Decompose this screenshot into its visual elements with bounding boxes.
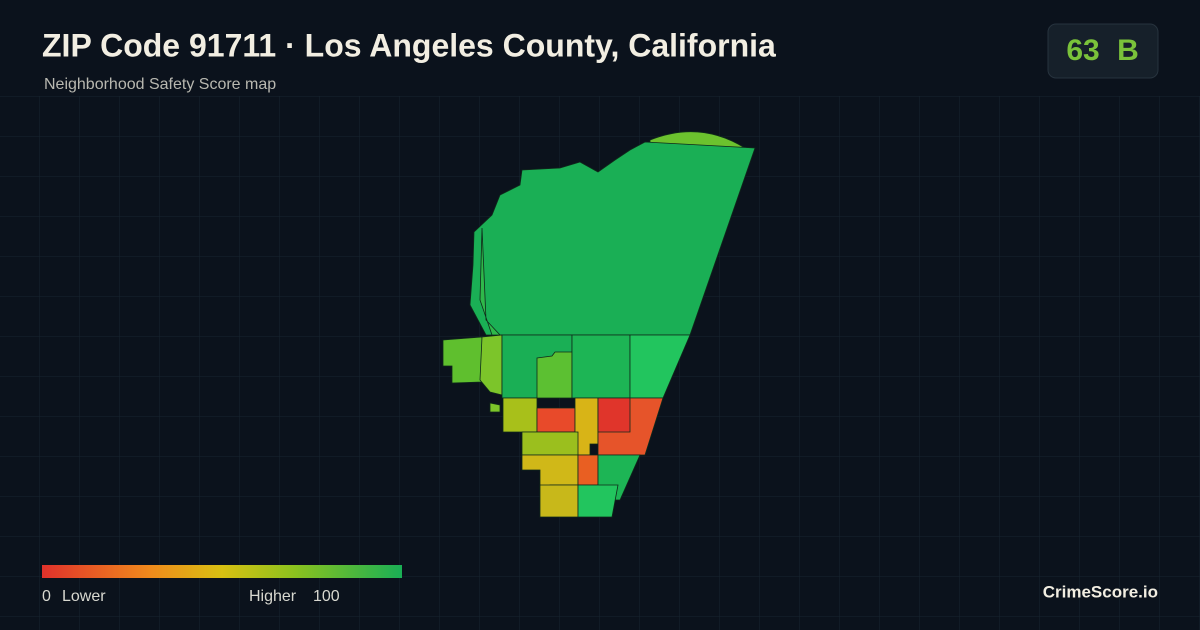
region xyxy=(502,397,538,433)
region xyxy=(539,484,579,518)
region xyxy=(479,334,503,396)
legend-max-label: Higher xyxy=(249,588,297,605)
region xyxy=(577,484,619,518)
score-grade: B xyxy=(1117,34,1139,67)
zip-map xyxy=(442,131,756,518)
title: ZIP Code 91711 · Los Angeles County, Cal… xyxy=(42,27,776,63)
brand: CrimeScore.io xyxy=(1043,582,1158,601)
legend-max: 100 xyxy=(313,588,340,605)
region xyxy=(597,397,631,433)
legend-min: 0 xyxy=(42,588,51,605)
region xyxy=(489,402,501,413)
subtitle: Neighborhood Safety Score map xyxy=(44,76,276,93)
score-value: 63 xyxy=(1066,34,1099,67)
region xyxy=(571,334,631,399)
region xyxy=(536,351,573,399)
region xyxy=(479,227,501,336)
region xyxy=(521,431,579,456)
region xyxy=(577,454,599,486)
legend-bar xyxy=(42,565,402,578)
legend-min-label: Lower xyxy=(62,588,106,605)
score-badge xyxy=(1047,23,1159,79)
region xyxy=(536,407,576,433)
